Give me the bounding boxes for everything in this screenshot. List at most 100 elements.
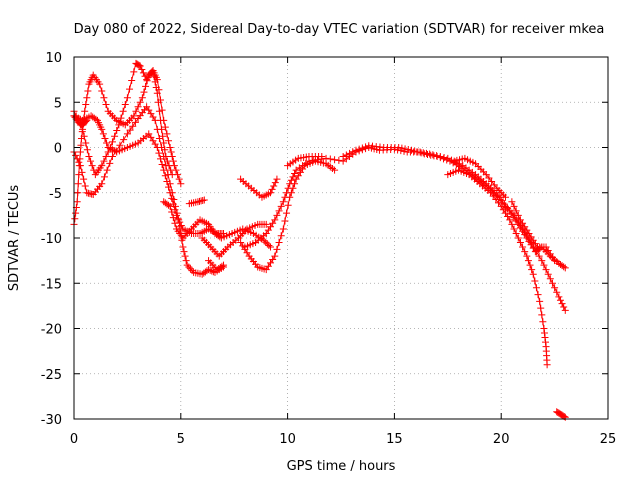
data-point — [538, 311, 546, 319]
series-track-q — [508, 198, 559, 265]
data-point — [510, 202, 518, 210]
data-point — [161, 172, 169, 180]
data-point — [331, 156, 339, 164]
data-point — [560, 303, 568, 311]
data-point — [526, 261, 534, 269]
data-point — [275, 239, 283, 247]
data-point — [130, 112, 138, 120]
data-point — [140, 88, 148, 96]
data-point — [166, 202, 174, 210]
series-track-m — [284, 153, 326, 170]
data-point — [523, 252, 531, 260]
data-point — [346, 149, 354, 157]
data-point — [271, 179, 279, 187]
data-point — [106, 144, 114, 151]
data-point — [414, 148, 422, 156]
data-point — [220, 261, 228, 269]
y-tick-label: -30 — [41, 413, 62, 428]
data-point — [76, 148, 84, 156]
data-point — [165, 201, 173, 209]
data-point — [540, 261, 548, 269]
series-track-d — [70, 59, 176, 179]
data-point — [82, 117, 90, 125]
data-point — [103, 166, 111, 174]
data-point — [165, 137, 173, 145]
data-point — [181, 252, 189, 260]
data-point — [142, 82, 150, 90]
data-point — [129, 122, 137, 130]
data-point — [398, 144, 406, 152]
y-tick-label: -20 — [41, 323, 62, 338]
data-point — [138, 94, 146, 102]
data-point — [136, 62, 144, 70]
data-point — [167, 166, 175, 174]
data-point — [162, 153, 170, 161]
data-point — [443, 156, 451, 164]
data-point — [96, 80, 104, 88]
data-point — [163, 177, 171, 185]
data-point — [163, 157, 171, 165]
data-point — [538, 257, 546, 265]
data-point — [279, 225, 287, 233]
data-point — [539, 318, 547, 326]
data-point — [267, 189, 275, 197]
data-point — [395, 144, 403, 151]
data-point — [106, 159, 114, 167]
data-point — [268, 185, 276, 193]
series-track-f — [160, 198, 275, 251]
data-point — [270, 182, 278, 190]
data-point — [521, 248, 529, 256]
data-point — [83, 94, 91, 102]
data-point — [136, 98, 144, 106]
data-point — [180, 248, 188, 256]
data-point — [168, 153, 176, 161]
data-point — [120, 136, 128, 144]
data-point — [546, 275, 554, 283]
data-point — [273, 175, 281, 183]
data-point — [536, 297, 544, 305]
data-point — [514, 211, 522, 219]
x-tick-label: 20 — [493, 432, 510, 447]
data-point — [284, 201, 292, 209]
data-point — [139, 69, 147, 77]
data-point — [532, 284, 540, 292]
data-point — [417, 149, 425, 157]
y-tick-label: 5 — [54, 96, 62, 111]
data-point — [535, 252, 543, 260]
data-point — [117, 114, 125, 122]
data-point — [555, 293, 563, 301]
data-point — [279, 198, 287, 206]
data-point — [427, 151, 435, 159]
data-point — [560, 263, 568, 271]
data-point — [85, 153, 93, 161]
data-point — [131, 118, 139, 126]
data-point — [542, 266, 550, 274]
data-point — [121, 101, 129, 109]
data-point — [271, 216, 279, 224]
series-track-o — [444, 166, 551, 369]
data-point — [540, 325, 548, 332]
data-point — [436, 154, 444, 162]
data-point — [558, 300, 566, 308]
data-point — [342, 151, 350, 159]
data-point — [158, 125, 166, 133]
data-point — [123, 130, 131, 138]
data-point — [542, 338, 550, 346]
data-point — [165, 162, 173, 170]
data-point — [75, 158, 83, 166]
x-tick-label: 0 — [70, 432, 78, 447]
data-point — [528, 266, 536, 274]
data-point — [424, 151, 432, 159]
data-point — [506, 216, 514, 224]
data-point — [135, 61, 143, 69]
data-point — [77, 141, 85, 149]
plot-area — [70, 59, 569, 421]
data-point — [516, 239, 524, 247]
data-point — [263, 240, 271, 248]
data-point — [177, 222, 185, 230]
y-tick-label: -25 — [41, 368, 62, 383]
data-point — [71, 215, 79, 223]
data-point — [548, 279, 556, 287]
data-point — [206, 266, 214, 274]
x-tick-label: 15 — [386, 432, 403, 447]
